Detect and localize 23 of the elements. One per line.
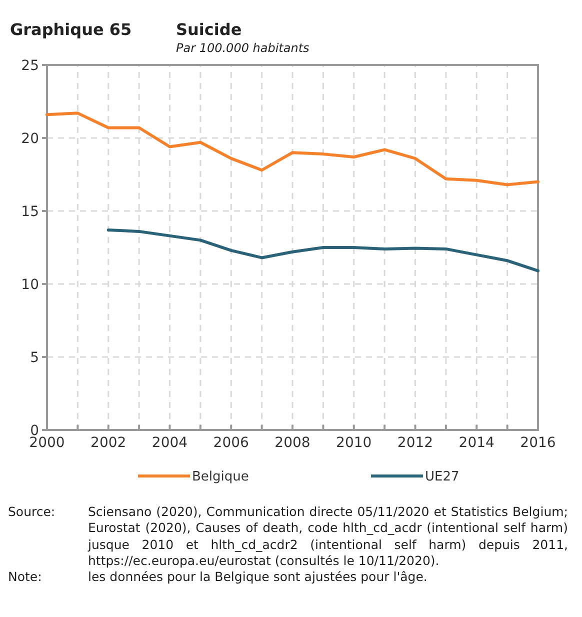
- legend-label: UE27: [425, 470, 460, 485]
- y-tick-label: 20: [21, 130, 39, 147]
- chart-subtitle: Par 100.000 habitants: [176, 41, 310, 55]
- x-tick-label: 2006: [213, 435, 250, 451]
- x-tick-label: 2014: [458, 435, 495, 451]
- x-tick-label: 2004: [152, 435, 188, 451]
- x-tick-label: 2000: [29, 435, 65, 451]
- y-tick-label: 25: [21, 58, 39, 74]
- chart-title: Suicide: [176, 20, 242, 39]
- line-series: [106, 228, 540, 272]
- text: Source: Sciensano (2020), Communication directe 05/11/2020 et Statistics Belgium; Eurostat (2020), Causes of death, code hlth_cd_acdr (intentional self harm) jusque 2010 et hlth_cd_acdr2 (intentional self harm) depuis 2011, https://ec.europa.eu/eurostat (consultés le 10/11/2020).: [8, 504, 568, 568]
- text: Graphique 65: [10, 20, 132, 39]
- x-tick-label: 2012: [397, 435, 434, 451]
- y-tick-label: 5: [30, 350, 39, 366]
- legend-label: Belgique: [192, 470, 249, 485]
- y-tick-label: 10: [21, 276, 39, 293]
- x-tick-label: 2002: [90, 435, 126, 451]
- x-tick-label: 2008: [274, 435, 310, 451]
- x-tick-label: 2016: [520, 435, 556, 451]
- x-tick-label: 2010: [336, 435, 372, 451]
- line-series: [46, 112, 540, 186]
- text: Note: les données pour la Belgique sont ajustées pour l'âge.: [8, 569, 428, 584]
- y-tick-label: 15: [21, 204, 39, 220]
